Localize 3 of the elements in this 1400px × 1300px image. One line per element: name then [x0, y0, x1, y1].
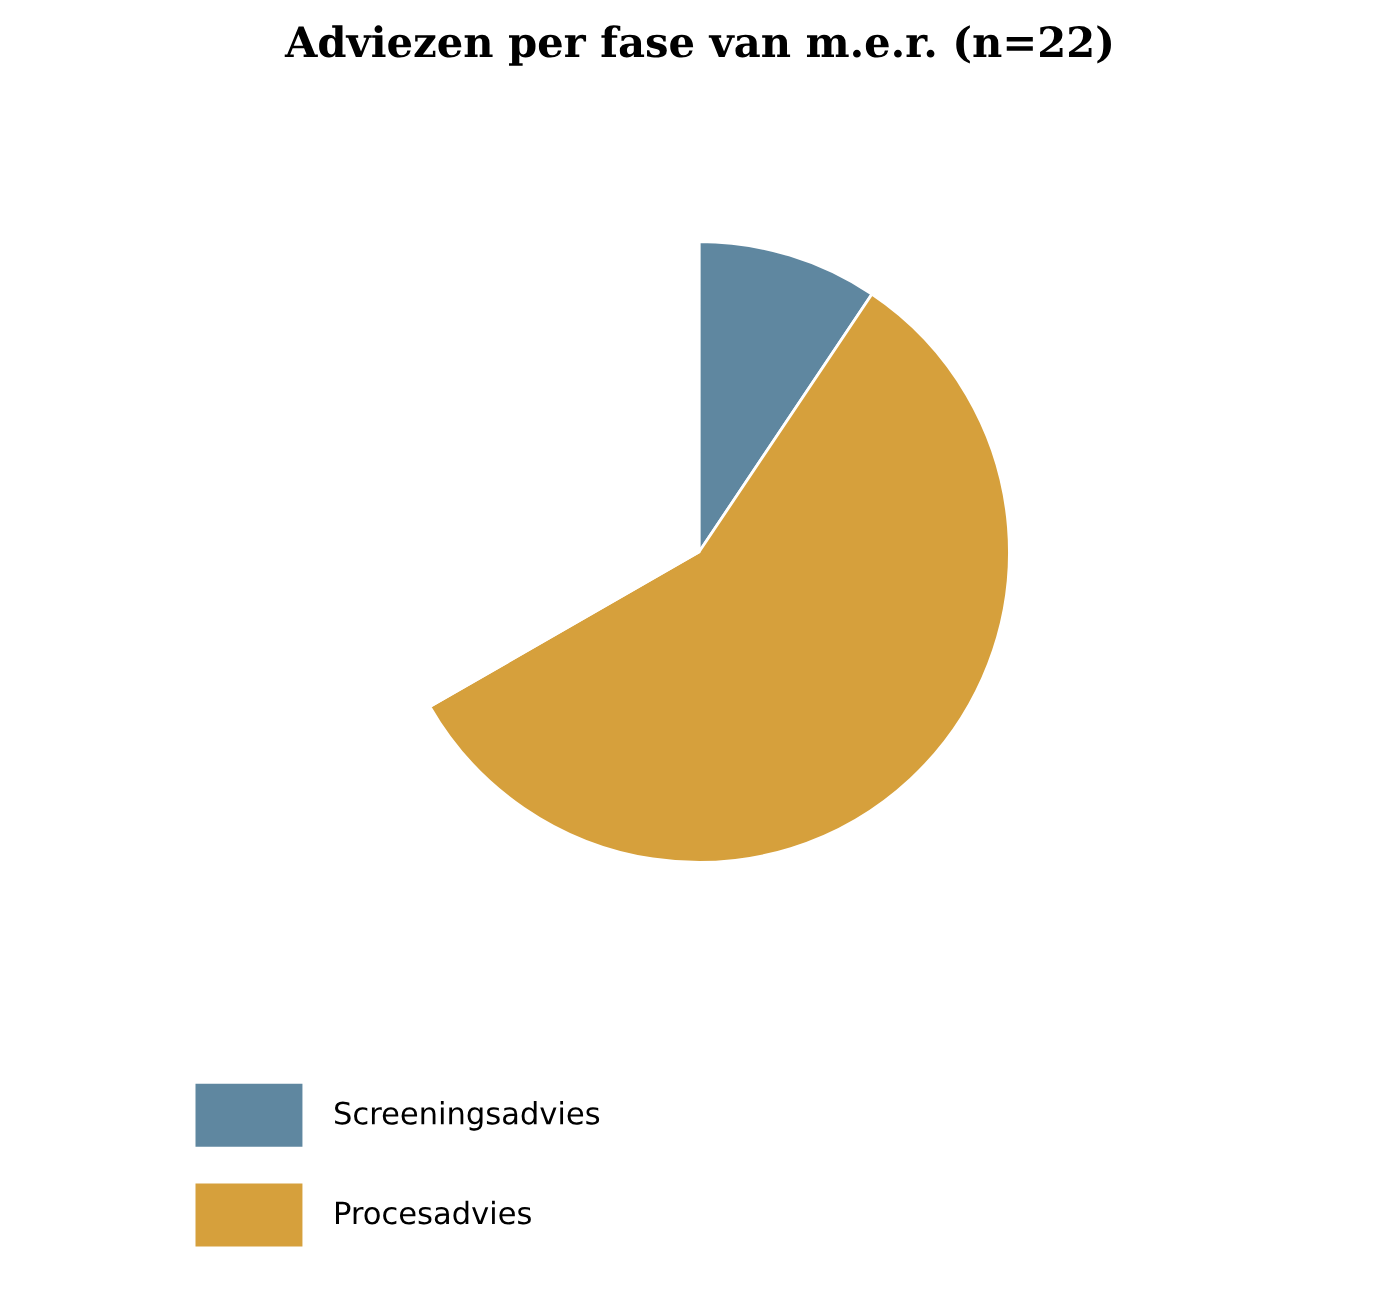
legend-label: Screeningsadvies	[335, 1101, 600, 1131]
chart-title: Adviezen per fase van m.e.r. (n=22)	[284, 25, 1111, 66]
legend-label: Procesadvies	[336, 1200, 531, 1225]
